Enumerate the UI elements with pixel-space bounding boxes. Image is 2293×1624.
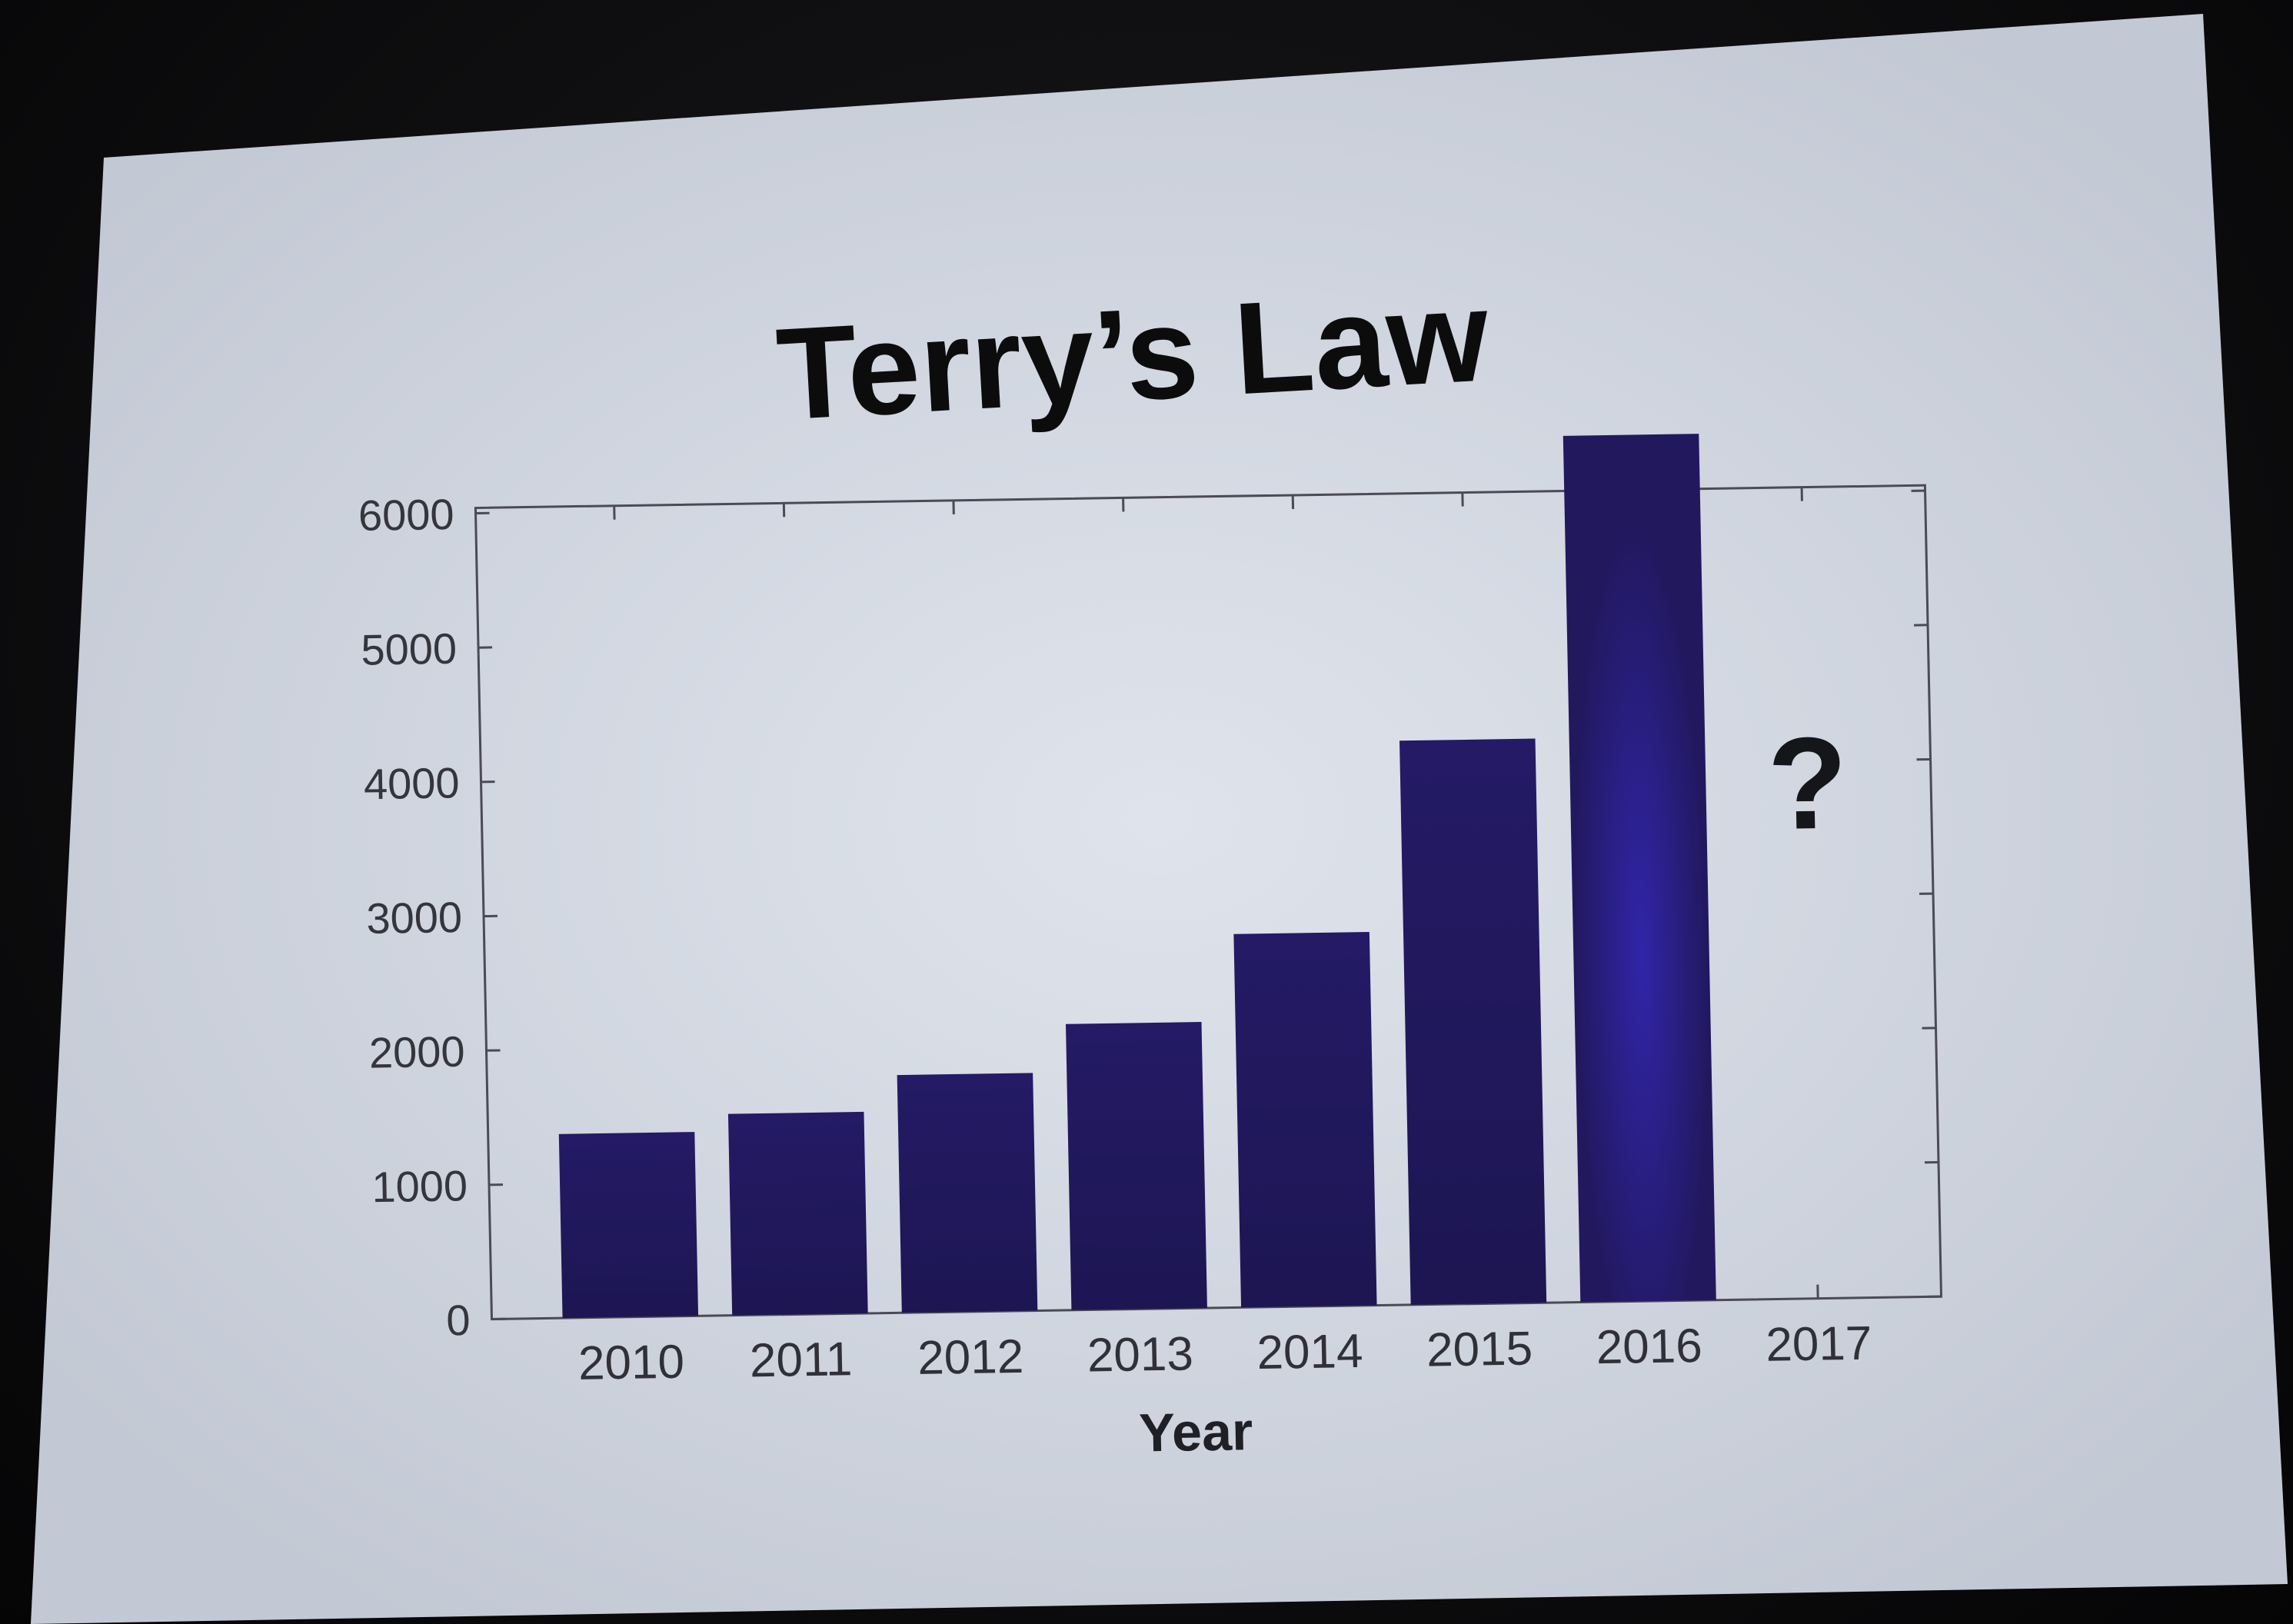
y-tick-label: 1000: [371, 1161, 468, 1211]
x-tick-label: 2016: [1596, 1320, 1702, 1374]
bar-2012: [897, 1073, 1038, 1313]
y-tick-label: 0: [446, 1296, 471, 1344]
bar-2011: [727, 1111, 868, 1316]
x-tick-label: 2012: [917, 1330, 1024, 1385]
bar-2016: [1563, 434, 1716, 1303]
y-tick-labels: 0 1000 2000 3000 4000 5000 6000: [358, 490, 471, 1344]
x-tick-label: 2011: [749, 1333, 853, 1387]
y-tick-label: 5000: [361, 624, 458, 674]
axis-ticks: [475, 487, 1942, 1321]
y-tick-label: 3000: [366, 893, 463, 943]
y-tick-label: 6000: [358, 490, 454, 540]
bar-2010: [558, 1132, 699, 1319]
y-tick-label: 2000: [368, 1027, 465, 1077]
x-tick-label: 2010: [577, 1336, 684, 1390]
annotation-question-mark: ?: [1766, 710, 1849, 858]
bar-2013: [1065, 1022, 1207, 1310]
axes-frame: [474, 484, 1943, 1321]
x-axis-label: Year: [1138, 1401, 1253, 1463]
projection-screen: [31, 14, 2288, 1624]
x-tick-label: 2017: [1766, 1317, 1872, 1372]
x-tick-labels: 2010 2011 2012 2013 2014 2015 2016 2017: [577, 1317, 1872, 1390]
y-tick-label: 4000: [363, 758, 460, 808]
bar-2014: [1233, 932, 1377, 1308]
x-tick-label: 2013: [1087, 1327, 1193, 1382]
bars: [558, 434, 1716, 1319]
bar-2015: [1399, 738, 1547, 1305]
x-tick-label: 2015: [1426, 1322, 1533, 1376]
x-tick-label: 2014: [1256, 1325, 1363, 1379]
